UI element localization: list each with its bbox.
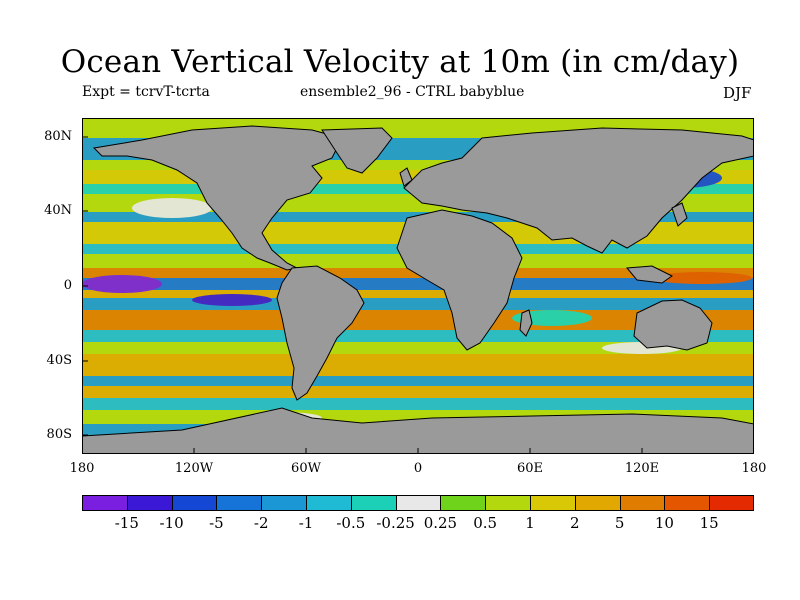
- lon-label-120e: 120E: [624, 461, 660, 476]
- colorbar-swatch: [216, 495, 262, 511]
- colorbar-label: 1: [525, 514, 535, 532]
- map-title: Ocean Vertical Velocity at 10m (in cm/da…: [60, 44, 740, 80]
- colorbar-label: 15: [699, 514, 719, 532]
- colorbar-label: 5: [614, 514, 625, 532]
- eurasia: [403, 127, 754, 254]
- lat-label-0: 0: [63, 278, 72, 293]
- japan: [671, 202, 688, 227]
- lon-label-0: 0: [413, 461, 423, 476]
- colorbar-swatch: [530, 495, 576, 511]
- colorbar-swatch: [395, 495, 441, 511]
- colorbar: [82, 495, 755, 511]
- colorbar-label: 0.25: [423, 514, 458, 532]
- lon-label-60w: 60W: [291, 461, 321, 476]
- colorbar-swatch: [485, 495, 531, 511]
- british-isles: [399, 167, 413, 187]
- lon-label-180w: 180: [69, 461, 95, 476]
- greenland: [321, 127, 393, 174]
- colorbar-swatch: [261, 495, 307, 511]
- map-ticks: [82, 136, 643, 454]
- season-label: DJF: [723, 84, 752, 102]
- lon-label-120w: 120W: [174, 461, 214, 476]
- lat-label-40n: 40N: [44, 203, 72, 218]
- colorbar-swatch: [350, 495, 397, 511]
- colorbar-label: -1: [298, 514, 314, 532]
- australia: [633, 299, 713, 351]
- colorbar-swatch: [306, 495, 352, 511]
- colorbar-swatch: [82, 495, 128, 511]
- lat-label-80s: 80S: [46, 427, 72, 442]
- indonesia: [625, 265, 673, 284]
- colorbar-swatch: [619, 495, 665, 511]
- colorbar-label: -10: [159, 514, 184, 532]
- colorbar-swatch: [171, 495, 217, 511]
- colorbar-label: -0.5: [336, 514, 366, 532]
- colorbar-swatch: [664, 495, 710, 511]
- colorbar-label: -2: [253, 514, 269, 532]
- antarctica: [82, 407, 754, 454]
- colorbar-label: 0.5: [473, 514, 498, 532]
- land-masses: [82, 125, 754, 454]
- colorbar-label: -5: [209, 514, 224, 532]
- colorbar-swatch: [709, 495, 755, 511]
- lat-label-80n: 80N: [44, 129, 72, 144]
- colorbar-label: 10: [654, 514, 674, 532]
- colorbar-label: 2: [570, 514, 580, 532]
- colorbar-swatch: [126, 495, 173, 511]
- map-panel: [82, 118, 754, 454]
- colorbar-label: -15: [114, 514, 139, 532]
- lon-label-180e: 180: [741, 461, 767, 476]
- ensemble-label: ensemble2_96 - CTRL babyblue: [300, 84, 525, 100]
- colorbar-frame: [82, 495, 754, 511]
- lon-label-60e: 60E: [516, 461, 544, 476]
- africa: [396, 209, 523, 351]
- south-america: [276, 265, 365, 401]
- lat-label-40s: 40S: [46, 353, 72, 368]
- colorbar-swatch: [440, 495, 486, 511]
- world-map: [82, 118, 754, 454]
- colorbar-label: -0.25: [376, 514, 415, 532]
- madagascar: [519, 309, 533, 337]
- experiment-label: Expt = tcrvT-tcrta: [82, 84, 210, 100]
- colorbar-swatch: [574, 495, 621, 511]
